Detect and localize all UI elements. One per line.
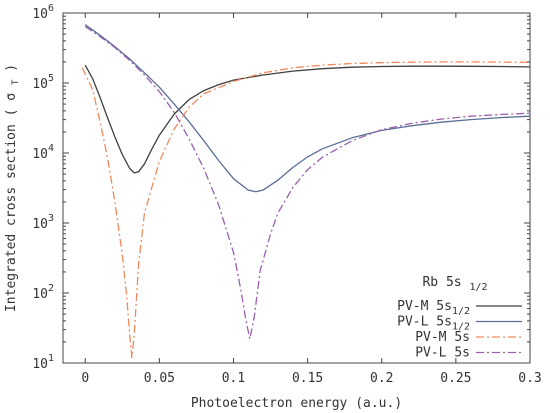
- legend-title-text: Rb 5s: [422, 275, 461, 290]
- y-tick-label-exponent: 2: [48, 283, 54, 294]
- y-tick-label: 104: [32, 143, 54, 162]
- x-tick-label: 0.3: [518, 371, 541, 386]
- y-tick-label: 106: [32, 3, 54, 22]
- x-tick-label: 0.15: [292, 371, 323, 386]
- y-axis-title-symbol: σ: [4, 93, 19, 101]
- y-axis-title-text: Integrated cross section: [4, 124, 19, 312]
- y-tick-label-exponent: 1: [48, 353, 54, 364]
- series-line-4: [84, 26, 531, 340]
- x-tick-label: 0.2: [370, 371, 393, 386]
- legend-label-text: PV-M 5s: [415, 330, 470, 345]
- y-tick-label-base: 10: [32, 77, 48, 92]
- y-tick-label-base: 10: [32, 217, 48, 232]
- legend-title: Rb 5s 1/2: [422, 275, 487, 293]
- y-axis-title: Integrated cross section ( σ T ): [4, 64, 22, 312]
- x-tick-label: 0.1: [222, 371, 245, 386]
- y-tick-label: 102: [32, 283, 54, 302]
- y-tick-label-base: 10: [32, 147, 48, 162]
- y-axis-title-sub: T: [11, 79, 21, 85]
- x-axis-title: Photoelectron energy (a.u.): [191, 396, 402, 411]
- y-tick-label: 105: [32, 73, 54, 92]
- y-tick-label: 101: [32, 353, 54, 372]
- legend-label-text: PV-L 5s: [415, 346, 470, 361]
- y-tick-label-base: 10: [32, 357, 48, 372]
- series-line-2: [84, 24, 531, 193]
- y-axis-title-close: ): [4, 64, 19, 72]
- x-tick-label: 0: [81, 371, 89, 386]
- y-tick-label-base: 10: [32, 287, 48, 302]
- legend-label-3: PV-M 5s: [415, 330, 470, 345]
- plot-frame: [62, 12, 531, 364]
- legend-title-sub: 1/2: [469, 282, 487, 293]
- y-tick-label-exponent: 6: [48, 3, 54, 14]
- legend-label-4: PV-L 5s: [415, 346, 470, 361]
- legend-label-sub: 1/2: [452, 306, 470, 317]
- tick-marks: [63, 12, 531, 364]
- legend-label-2: PV-L 5s1/2: [397, 315, 470, 333]
- y-tick-label-exponent: 3: [48, 213, 54, 224]
- legend-label-text: PV-M 5s: [397, 299, 452, 314]
- x-tick-labels: 0 0.05 0.1 0.15 0.2 0.25 0.3: [81, 371, 541, 386]
- legend-label-text: PV-L 5s: [397, 315, 452, 330]
- y-tick-label-base: 10: [32, 7, 48, 22]
- series-line-1: [84, 64, 531, 174]
- x-tick-label: 0.25: [440, 371, 471, 386]
- legend-label-1: PV-M 5s1/2: [397, 299, 470, 317]
- x-tick-label: 0.05: [144, 371, 175, 386]
- series-group: [81, 24, 531, 359]
- series-line-3: [81, 61, 531, 359]
- y-tick-label: 103: [32, 213, 54, 232]
- legend: Rb 5s 1/2 PV-M 5s1/2PV-L 5s1/2PV-M 5sPV-…: [397, 275, 522, 361]
- y-axis-title-open: (: [4, 109, 19, 117]
- y-tick-label-exponent: 4: [48, 143, 54, 154]
- y-tick-label-exponent: 5: [48, 73, 54, 84]
- legend-label-sub: 1/2: [452, 322, 470, 333]
